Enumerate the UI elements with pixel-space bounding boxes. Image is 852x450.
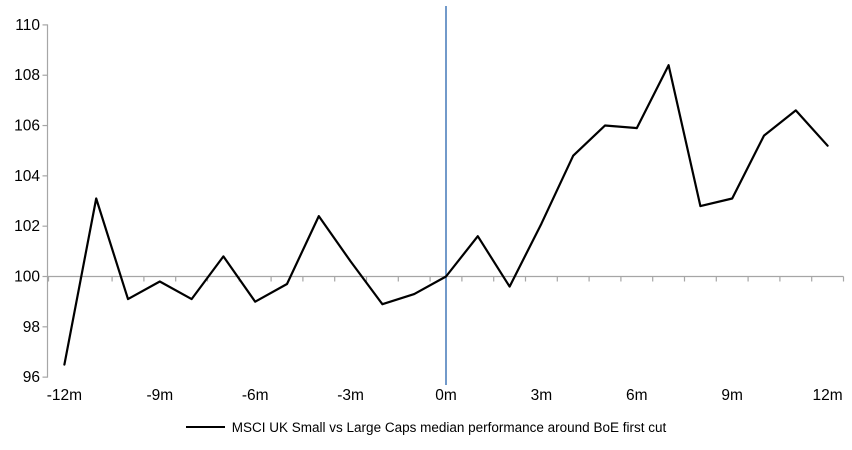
x-axis-tick-label: -9m [146,387,173,404]
y-axis-tick-label: 100 [14,269,40,286]
y-axis-tick-label: 110 [15,17,40,34]
legend-line-swatch-icon [185,426,225,428]
x-axis-tick-label: 0m [435,387,457,404]
data-series-line [63,64,829,366]
legend-series-label: MSCI UK Small vs Large Caps median perfo… [231,419,667,435]
x-axis-tick-label: -3m [337,387,364,404]
chart-legend: MSCI UK Small vs Large Caps median perfo… [0,414,852,440]
x-axis-tick-label: 3m [531,387,553,404]
y-axis-tick-label: 106 [14,118,40,135]
x-axis-tick-label: 6m [626,387,648,404]
x-axis-tick-label: -6m [242,387,269,404]
x-axis-tick-label: 9m [721,387,743,404]
y-axis-tick-label: 104 [14,168,40,185]
x-axis-tick-label: 12m [813,387,843,404]
x-axis-tick-label: -12m [47,387,82,404]
y-axis-tick-label: 102 [14,218,40,235]
y-axis-tick-label: 98 [23,319,40,336]
y-axis-tick-label: 108 [14,67,40,84]
y-axis-tick-label: 96 [23,369,40,386]
